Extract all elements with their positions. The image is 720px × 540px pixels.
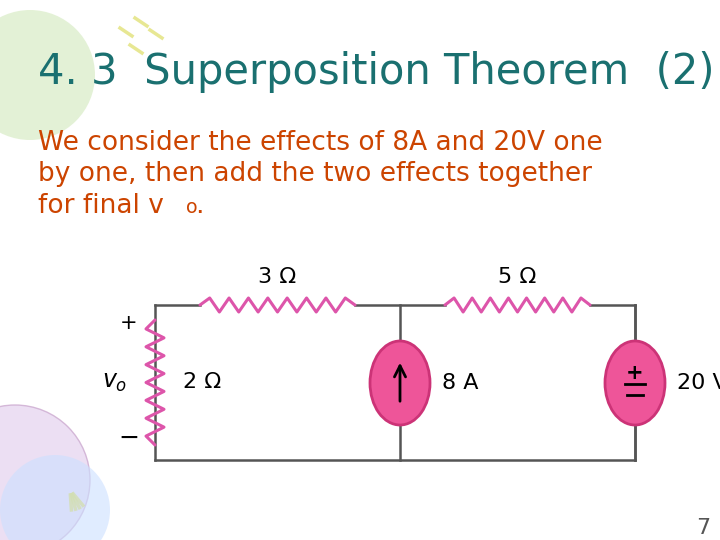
- Text: 20 V: 20 V: [677, 373, 720, 393]
- Text: +: +: [626, 363, 644, 383]
- Ellipse shape: [605, 341, 665, 425]
- Text: 7: 7: [696, 518, 710, 538]
- Text: for final v: for final v: [38, 193, 164, 219]
- Text: 3 Ω: 3 Ω: [258, 267, 297, 287]
- Text: .: .: [195, 193, 204, 219]
- Text: by one, then add the two effects together: by one, then add the two effects togethe…: [38, 161, 592, 187]
- Circle shape: [0, 10, 95, 140]
- Text: 5 Ω: 5 Ω: [498, 267, 536, 287]
- Circle shape: [0, 405, 90, 540]
- Text: 8 A: 8 A: [442, 373, 479, 393]
- Circle shape: [0, 455, 110, 540]
- Text: We consider the effects of 8A and 20V one: We consider the effects of 8A and 20V on…: [38, 130, 603, 156]
- Text: −: −: [119, 426, 140, 450]
- Text: 4. 3  Superposition Theorem  (2): 4. 3 Superposition Theorem (2): [38, 51, 714, 93]
- Text: o: o: [186, 198, 197, 217]
- Text: $v_o$: $v_o$: [102, 370, 127, 395]
- Text: 2 Ω: 2 Ω: [183, 373, 221, 393]
- Text: +: +: [120, 313, 138, 333]
- Ellipse shape: [370, 341, 430, 425]
